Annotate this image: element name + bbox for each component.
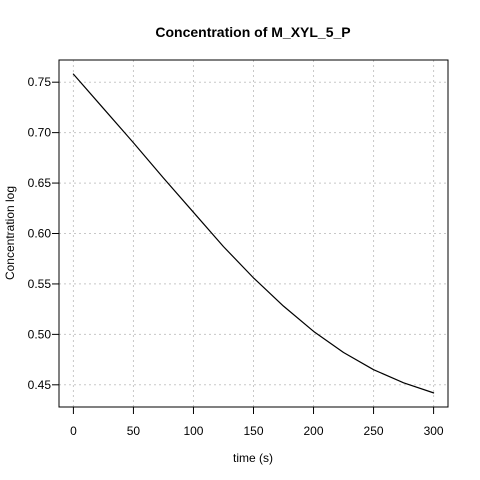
y-tick-label: 0.55 bbox=[28, 277, 52, 291]
y-tick-label: 0.70 bbox=[28, 126, 52, 140]
series-line bbox=[72, 73, 435, 394]
grid-layer bbox=[59, 60, 448, 407]
y-tick-label: 0.75 bbox=[28, 75, 52, 89]
x-tick-label: 300 bbox=[424, 424, 444, 438]
y-axis: 0.45 0.50 0.55 0.60 0.65 0.70 0.75 bbox=[28, 75, 59, 392]
y-axis-label: Concentration log bbox=[3, 186, 17, 280]
x-tick-label: 50 bbox=[127, 424, 141, 438]
chart-title: Concentration of M_XYL_5_P bbox=[155, 24, 350, 40]
y-tick-label: 0.60 bbox=[28, 227, 52, 241]
y-tick-label: 0.65 bbox=[28, 176, 52, 190]
x-axis: 0 50 100 150 200 250 300 bbox=[70, 407, 444, 438]
x-tick-label: 250 bbox=[364, 424, 384, 438]
x-tick-label: 0 bbox=[70, 424, 77, 438]
y-tick-label: 0.45 bbox=[28, 378, 52, 392]
x-tick-label: 150 bbox=[243, 424, 263, 438]
y-tick-label: 0.50 bbox=[28, 327, 52, 341]
x-tick-label: 100 bbox=[183, 424, 203, 438]
series-layer bbox=[72, 73, 435, 394]
x-axis-label: time (s) bbox=[233, 451, 273, 465]
x-tick-label: 200 bbox=[304, 424, 324, 438]
